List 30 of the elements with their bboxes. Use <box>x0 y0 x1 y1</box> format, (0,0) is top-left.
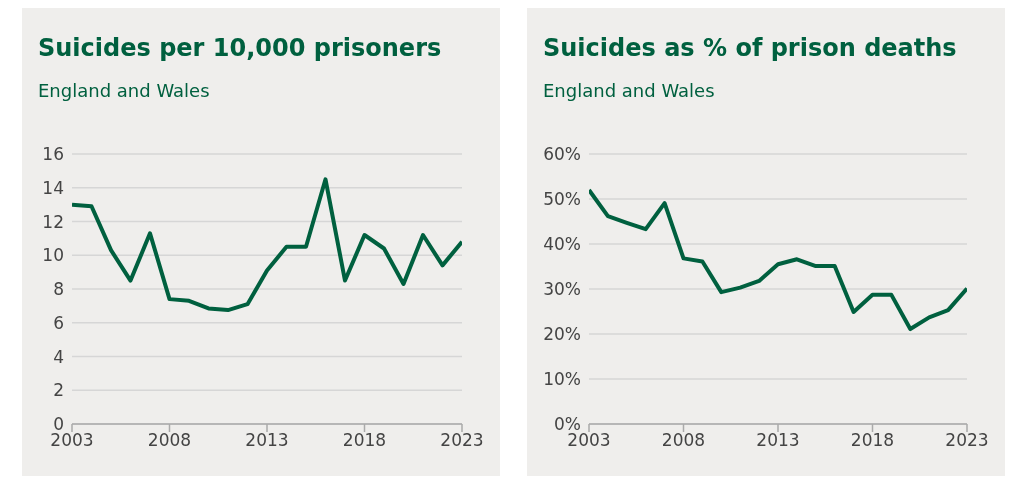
y-tick-label: 2 <box>53 380 64 401</box>
y-tick-label: 30% <box>543 279 581 300</box>
y-tick-label: 20% <box>543 324 581 345</box>
line-series <box>589 188 967 332</box>
chart-subtitle: England and Wales <box>38 80 210 101</box>
y-tick-label: 8 <box>53 279 64 300</box>
y-tick-label: 12 <box>42 211 64 232</box>
x-tick-label: 2013 <box>756 430 800 451</box>
y-tick-label: 10 <box>42 245 64 266</box>
chart-subtitle: England and Wales <box>543 80 715 101</box>
y-tick-label: 16 <box>42 144 64 165</box>
x-tick-label: 2013 <box>245 430 289 451</box>
chart-title: Suicides as % of prison deaths <box>543 34 957 62</box>
y-tick-label: 60% <box>543 144 581 165</box>
x-tick-label: 2003 <box>50 430 94 451</box>
y-tick-label: 40% <box>543 234 581 255</box>
line-series <box>72 177 462 313</box>
y-tick-label: 6 <box>53 312 64 333</box>
x-tick-label: 2023 <box>440 430 484 451</box>
chart-title: Suicides per 10,000 prisoners <box>38 34 442 62</box>
y-tick-label: 14 <box>42 177 64 198</box>
x-tick-label: 2018 <box>342 430 387 451</box>
y-tick-label: 50% <box>543 189 581 210</box>
x-tick-label: 2023 <box>945 430 989 451</box>
y-tick-label: 10% <box>543 369 581 390</box>
x-tick-label: 2003 <box>567 430 611 451</box>
x-tick-label: 2008 <box>661 430 706 451</box>
x-tick-label: 2008 <box>147 430 192 451</box>
x-tick-label: 2018 <box>850 430 895 451</box>
y-tick-label: 4 <box>53 346 64 367</box>
